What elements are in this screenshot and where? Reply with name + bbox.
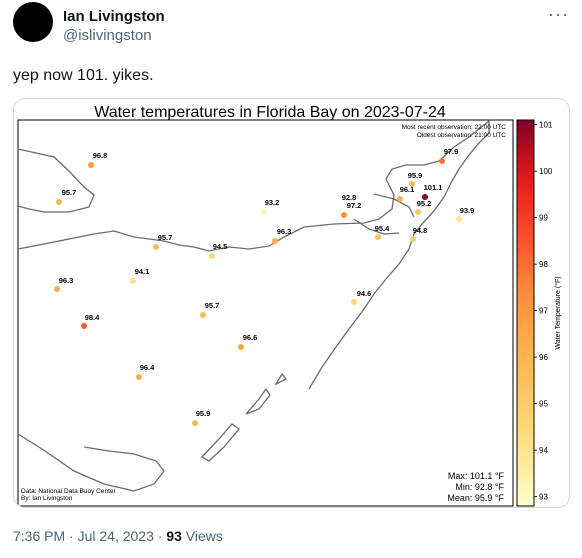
tweet-media-chart[interactable]: Water temperatures in Florida Bay on 202… [13,98,570,508]
buoy-label: 97.2 [347,201,362,210]
buoy-label: 94.1 [135,267,150,276]
oldest-observation: Oldest observation: 21:00 UTC [417,132,507,139]
buoy-point [439,158,445,164]
buoy-point [272,238,278,244]
buoy-label: 96.3 [277,227,292,236]
data-points: 96.895.793.292.897.297.995.996.1 101.195.… [54,147,474,426]
buoy-point [200,312,206,318]
author-name[interactable]: Ian Livingston [63,8,165,25]
buoy-point [422,194,428,200]
buoy-label: 94.6 [357,289,372,298]
buoy-point [409,181,415,187]
buoy-point [410,236,416,242]
colorbar-tick-label: 94 [539,446,548,455]
buoy-point [136,374,142,380]
buoy-point [81,323,87,329]
buoy-label: 95.2 [417,199,432,208]
buoy-label: 96.6 [243,333,258,342]
colorbar-label: Water Temperature (°F) [554,276,562,349]
tweet-text: yep now 101. yikes. [13,67,154,84]
buoy-point [351,299,357,305]
data-source: Data: National Data Buoy Center [21,488,116,495]
buoy-point [153,244,159,250]
buoy-label: 95.7 [205,301,220,310]
buoy-point [341,212,347,218]
buoy-point [130,278,136,284]
buoy-label: 95.9 [196,409,211,418]
colorbar-ticks: 101 100 99 98 97 96 95 94 93 [534,121,553,502]
buoy-point [261,209,267,215]
author-handle[interactable]: @islivingston [63,27,152,44]
chart-svg: Water temperatures in Florida Bay on 202… [17,104,562,507]
stat-max: Max: 101.1 °F [448,471,505,481]
colorbar-tick-label: 99 [539,214,548,223]
views-label: Views [181,528,223,544]
stat-min: Min: 92.8 °F [455,482,504,492]
buoy-point [56,199,62,205]
colorbar-tick-label: 96 [539,353,548,362]
buoy-point [375,234,381,240]
colorbar [516,119,535,507]
buoy-label: 95.7 [62,188,77,197]
buoy-label: 94.8 [413,226,428,235]
buoy-point [192,420,198,426]
stat-mean: Mean: 95.9 °F [447,493,504,503]
buoy-label: 95.4 [375,224,390,233]
colorbar-tick-label: 93 [539,493,548,502]
map-frame [17,119,514,507]
buoy-label: 93.9 [460,206,475,215]
buoy-label: 96.3 [59,276,74,285]
buoy-label: 96.1 [400,185,415,194]
buoy-label: 93.2 [265,198,280,207]
buoy-label: 94.5 [213,242,228,251]
buoy-point [415,209,421,215]
author-credit: By: Ian Livingston [21,495,73,502]
buoy-point [209,253,215,259]
buoy-point [456,216,462,222]
colorbar-tick-label: 97 [539,307,548,316]
buoy-label: 98.4 [85,313,100,322]
colorbar-tick-label: 95 [539,400,548,409]
buoy-label: 96.8 [93,151,108,160]
timestamp[interactable]: 7:36 PM · Jul 24, 2023 · [13,528,167,544]
avatar[interactable] [13,2,53,42]
buoy-point [397,196,403,202]
recent-observation: Most recent observation: 22:00 UTC [402,124,507,131]
buoy-point [54,286,60,292]
colorbar-tick-label: 100 [539,167,553,176]
buoy-point [88,162,94,168]
tweet-meta: 7:36 PM · Jul 24, 2023 · 93 Views [13,528,223,544]
buoy-label: 95.9 [408,171,423,180]
buoy-label: 97.9 [444,147,459,156]
views-count[interactable]: 93 [166,528,182,544]
colorbar-tick-label: 98 [539,260,548,269]
coastline [17,119,490,492]
buoy-point [238,344,244,350]
colorbar-tick-label: 101 [539,121,553,130]
more-horizontal-icon[interactable]: ··· [548,4,569,24]
buoy-label: 92.8 [342,193,357,202]
buoy-label: 101.1 [424,183,443,192]
buoy-label: 96.4 [140,363,155,372]
buoy-label: 95.7 [158,233,173,242]
chart-title: Water temperatures in Florida Bay on 202… [94,104,446,121]
